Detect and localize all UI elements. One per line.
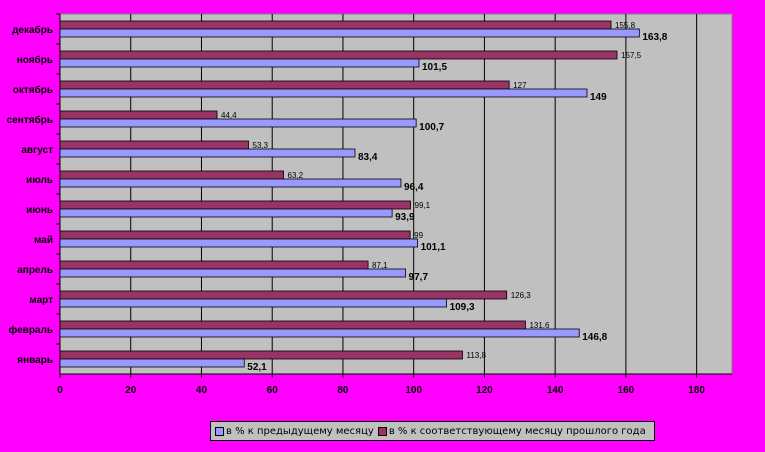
- x-tick-label: 160: [618, 385, 635, 396]
- bar-prev-month: [59, 208, 393, 218]
- data-label-prev-year: 53,3: [253, 141, 269, 150]
- data-label-prev-year: 63,2: [288, 171, 304, 180]
- data-label-prev-year: 157,5: [621, 51, 642, 60]
- legend-item-prev-month: в % к предыдущему месяцу: [215, 426, 374, 437]
- chart-legend: в % к предыдущему месяцу в % к соответст…: [210, 421, 655, 441]
- data-label-prev-year: 99,1: [415, 201, 431, 210]
- x-tick-label: 100: [405, 385, 422, 396]
- bar-prev-month: [59, 58, 420, 68]
- category-label: август: [21, 145, 53, 156]
- category-label: февраль: [9, 324, 54, 336]
- bar-prev-month: [59, 118, 417, 128]
- data-label-prev-year: 131,6: [529, 321, 550, 330]
- category-label: сентябрь: [7, 114, 53, 126]
- category-label: октябрь: [13, 84, 53, 96]
- data-label-prev-month: 163,8: [642, 32, 667, 43]
- data-label-prev-month: 101,5: [422, 62, 447, 73]
- data-label-prev-month: 100,7: [419, 122, 444, 133]
- bar-prev-month: [59, 298, 447, 308]
- legend-swatch-prev-month: [215, 426, 224, 436]
- bar-prev-year: [59, 20, 612, 30]
- data-label-prev-year: 155,8: [615, 21, 636, 30]
- data-label-prev-month: 52,1: [247, 362, 267, 373]
- bar-prev-year: [59, 230, 411, 240]
- bar-prev-year: [59, 80, 510, 90]
- data-label-prev-year: 99: [414, 231, 423, 240]
- data-label-prev-month: 93,9: [395, 212, 415, 223]
- bar-prev-year: [59, 350, 463, 360]
- category-label: май: [34, 235, 53, 246]
- data-label-prev-month: 96,4: [404, 182, 424, 193]
- bar-prev-year: [59, 200, 411, 210]
- category-label: ноябрь: [17, 54, 53, 66]
- data-label-prev-month: 146,8: [582, 332, 607, 343]
- legend-swatch-prev-year: [377, 426, 387, 436]
- category-label: март: [29, 295, 53, 306]
- bar-prev-year: [59, 110, 218, 120]
- legend-label-prev-month: в % к предыдущему месяцу: [226, 425, 374, 437]
- x-tick-label: 180: [688, 385, 705, 396]
- data-label-prev-month: 101,1: [421, 242, 446, 253]
- data-label-prev-year: 87,1: [372, 261, 388, 270]
- bar-prev-year: [59, 140, 249, 150]
- data-label-prev-year: 127: [513, 81, 527, 90]
- data-label-prev-month: 109,3: [450, 302, 475, 313]
- category-label: январь: [17, 355, 53, 366]
- x-tick-label: 60: [267, 385, 279, 396]
- category-label: декабрь: [12, 24, 53, 36]
- category-label: июнь: [26, 205, 53, 216]
- data-label-prev-year: 126,3: [511, 291, 532, 300]
- bar-prev-month: [59, 238, 418, 248]
- bar-prev-month: [59, 268, 406, 278]
- data-label-prev-month: 97,7: [409, 272, 429, 283]
- x-tick-label: 20: [125, 385, 137, 396]
- plot-area: [59, 13, 733, 375]
- data-label-prev-year: 44,4: [221, 111, 237, 120]
- bar-prev-year: [59, 50, 618, 60]
- bar-prev-year: [59, 170, 284, 180]
- data-label-prev-month: 149: [590, 92, 607, 103]
- bar-prev-year: [59, 320, 526, 330]
- bar-prev-month: [59, 178, 402, 188]
- data-label-prev-year: 113,8: [466, 351, 486, 360]
- bar-prev-year: [59, 290, 508, 300]
- legend-label-prev-year: в % к соответствующему месяцу прошлого г…: [388, 425, 646, 437]
- bar-prev-year: [59, 260, 369, 270]
- category-label: апрель: [17, 265, 53, 276]
- data-label-prev-month: 83,4: [358, 152, 378, 163]
- x-tick-label: 40: [196, 385, 208, 396]
- bar-prev-month: [59, 328, 580, 338]
- bar-prev-month: [59, 148, 356, 158]
- x-tick-label: 120: [476, 385, 493, 396]
- bar-prev-month: [59, 28, 640, 38]
- bar-prev-month: [59, 88, 588, 98]
- x-tick-label: 0: [57, 385, 63, 396]
- category-label: июль: [26, 175, 53, 186]
- bar-prev-month: [59, 358, 245, 368]
- x-tick-label: 80: [337, 385, 349, 396]
- legend-item-prev-year: в % к соответствующему месяцу прошлого г…: [377, 425, 646, 437]
- x-tick-label: 140: [547, 385, 564, 396]
